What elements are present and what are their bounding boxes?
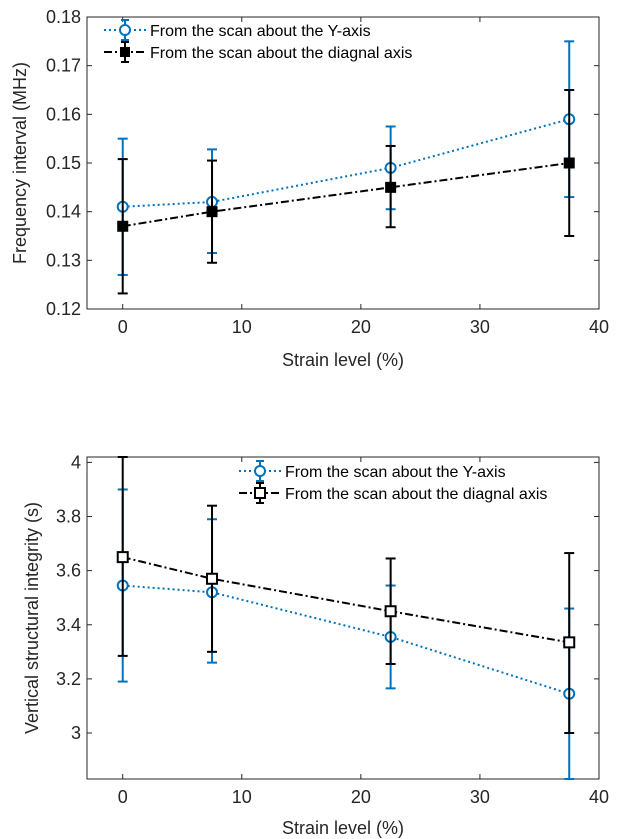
data-point bbox=[563, 157, 575, 169]
legend-label: From the scan about the diagnal axis bbox=[150, 45, 412, 62]
x-tick-label: 20 bbox=[351, 317, 371, 337]
data-point bbox=[206, 572, 219, 585]
y-tick-label: 3.4 bbox=[56, 615, 81, 635]
data-point bbox=[563, 636, 576, 649]
plot-area-frame bbox=[86, 456, 600, 780]
y-tick-label: 0.14 bbox=[46, 202, 81, 222]
legend-label: From the scan about the diagnal axis bbox=[285, 486, 547, 503]
x-tick-label: 20 bbox=[351, 787, 371, 807]
data-point bbox=[117, 220, 129, 232]
legend-entry: From the scan about the Y-axis bbox=[239, 460, 506, 482]
legend-label: From the scan about the Y-axis bbox=[285, 464, 506, 481]
y-axis: 3 3.2 3.4 3.6 3.8 4 bbox=[56, 452, 599, 743]
y-tick-label: 3 bbox=[71, 723, 81, 743]
y-tick-label: 0.12 bbox=[46, 299, 81, 319]
x-tick-label: 10 bbox=[232, 317, 252, 337]
y-axis-label: Vertical structural integrity (s) bbox=[22, 502, 42, 734]
x-axis: 0 10 20 30 40 bbox=[118, 17, 609, 337]
series-layer bbox=[116, 456, 576, 780]
legend-marker bbox=[254, 487, 266, 499]
legend-marker bbox=[254, 465, 266, 477]
x-tick-label: 30 bbox=[470, 787, 490, 807]
data-point bbox=[385, 181, 397, 193]
legend: From the scan about the Y-axis From the s… bbox=[239, 460, 547, 504]
x-tick-label: 0 bbox=[118, 787, 128, 807]
series-line bbox=[122, 556, 570, 644]
frequency-interval-chart: 0 10 20 30 40 0.12 0.13 0.14 0.15 0.16 0.17 0.18 F… bbox=[10, 7, 609, 370]
y-tick-label: 0.17 bbox=[46, 56, 81, 76]
series-diagonal-axis-scan bbox=[116, 456, 576, 734]
x-tick-label: 40 bbox=[589, 787, 609, 807]
data-point bbox=[206, 206, 218, 218]
y-tick-label: 3.2 bbox=[56, 669, 81, 689]
y-tick-label: 0.16 bbox=[46, 104, 81, 124]
data-point bbox=[384, 605, 397, 618]
y-axis: 0.12 0.13 0.14 0.15 0.16 0.17 0.18 bbox=[46, 7, 599, 319]
y-axis-label: Frequency interval (MHz) bbox=[10, 62, 30, 264]
x-tick-label: 10 bbox=[232, 787, 252, 807]
legend-entry: From the scan about the diagnal axis bbox=[104, 41, 412, 63]
y-tick-label: 0.18 bbox=[46, 7, 81, 27]
x-axis: 0 10 20 30 40 bbox=[118, 457, 609, 807]
series-y-axis-scan bbox=[116, 40, 576, 276]
legend-entry: From the scan about the Y-axis bbox=[104, 19, 371, 41]
y-tick-label: 0.15 bbox=[46, 153, 81, 173]
series-layer bbox=[116, 40, 576, 295]
legend-entry: From the scan about the diagnal axis bbox=[239, 482, 547, 504]
y-tick-label: 0.13 bbox=[46, 250, 81, 270]
series-line bbox=[122, 118, 570, 208]
legend-marker bbox=[120, 47, 130, 57]
series-y-axis-scan bbox=[116, 488, 576, 780]
x-tick-label: 40 bbox=[589, 317, 609, 337]
y-tick-label: 3.8 bbox=[56, 507, 81, 527]
legend: From the scan about the Y-axis From the s… bbox=[104, 19, 412, 63]
series-line bbox=[122, 584, 570, 695]
x-axis-label: Strain level (%) bbox=[282, 350, 404, 370]
x-tick-label: 0 bbox=[118, 317, 128, 337]
x-tick-label: 30 bbox=[470, 317, 490, 337]
vertical-structural-integrity-chart: 0 10 20 30 40 3 3.2 3.4 3.6 3.8 4 From the scan a… bbox=[22, 452, 609, 838]
series-diagonal-axis-scan bbox=[117, 89, 575, 295]
y-tick-label: 3.6 bbox=[56, 561, 81, 581]
y-tick-label: 4 bbox=[71, 452, 81, 472]
legend-label: From the scan about the Y-axis bbox=[150, 23, 371, 40]
data-point bbox=[116, 551, 129, 564]
legend-marker bbox=[119, 24, 131, 36]
x-axis-label: Strain level (%) bbox=[282, 818, 404, 838]
series-line bbox=[122, 162, 570, 228]
